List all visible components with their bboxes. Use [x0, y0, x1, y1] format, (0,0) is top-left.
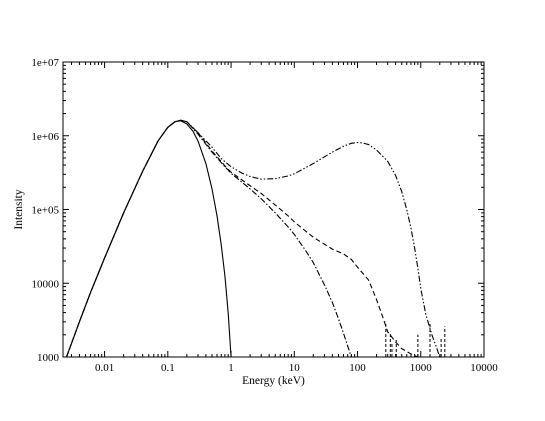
y-tick-label: 10000 [32, 278, 60, 290]
series-line-dash-dot-dot [65, 119, 441, 358]
y-tick-label: 1e+06 [31, 131, 59, 143]
x-tick-label: 1 [228, 362, 234, 374]
series-line-dashed [65, 119, 419, 358]
x-tick-label: 10000 [470, 362, 498, 374]
x-tick-label: 10 [289, 362, 301, 374]
x-tick-label: 100 [349, 362, 366, 374]
axis-ticks [63, 61, 485, 358]
tick-labels: 0.01 0.1 1 10 100 1000 10000 1000 10000 1e+05 1e+0… [31, 57, 498, 374]
x-tick-label: 0.1 [161, 362, 175, 374]
plot-frame [62, 61, 485, 358]
x-tick-label: 1000 [410, 362, 433, 374]
y-tick-label: 1000 [37, 352, 60, 364]
x-tick-label: 0.01 [95, 362, 114, 374]
series-layer [65, 119, 446, 358]
y-tick-label: 1e+07 [31, 57, 59, 69]
series-line-solid [65, 120, 232, 358]
x-axis-title: Energy (keV) [242, 375, 305, 387]
series-line-dash-dot [65, 119, 352, 358]
y-axis-title: Intensity [13, 189, 25, 229]
y-tick-label: 1e+05 [31, 205, 59, 217]
